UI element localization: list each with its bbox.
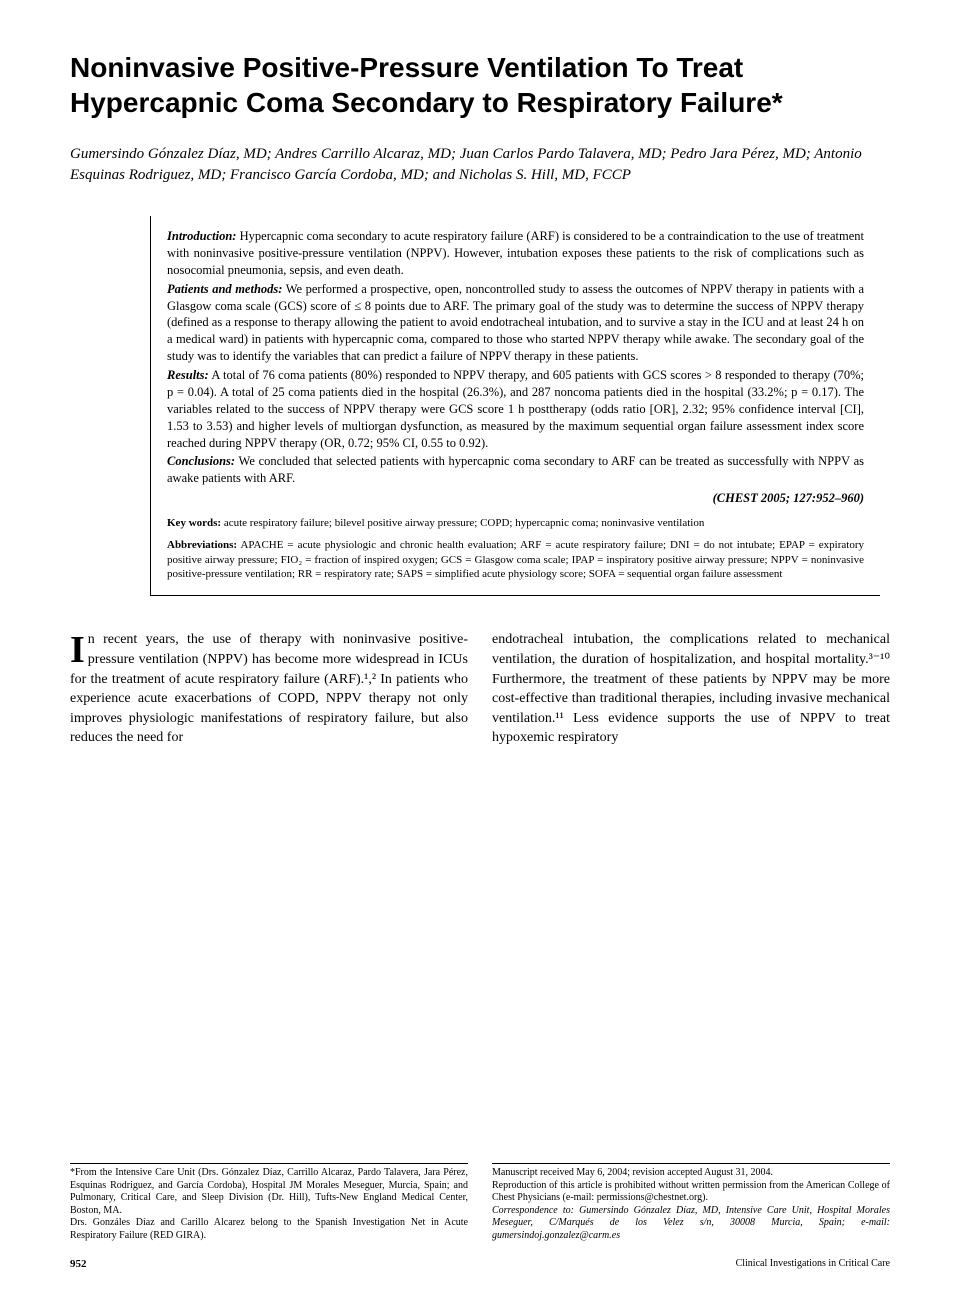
intro-label: Introduction: bbox=[167, 229, 236, 243]
footnote-manuscript: Manuscript received May 6, 2004; revisio… bbox=[492, 1167, 890, 1180]
body-column-right: endotracheal intubation, the complicatio… bbox=[492, 630, 890, 748]
page-footer: 952 Clinical Investigations in Critical … bbox=[70, 1258, 890, 1270]
results-text: A total of 76 coma patients (80%) respon… bbox=[167, 368, 864, 450]
body-col1-text: n recent years, the use of therapy with … bbox=[70, 632, 468, 745]
results-label: Results: bbox=[167, 368, 209, 382]
footnote-network: Drs. Gonzáles Díaz and Carillo Alcarez b… bbox=[70, 1217, 468, 1242]
keywords-text: acute respiratory failure; bilevel posit… bbox=[221, 517, 704, 529]
abbreviations-line: Abbreviations: APACHE = acute physiologi… bbox=[167, 538, 864, 581]
footnote-col-right: Manuscript received May 6, 2004; revisio… bbox=[492, 1163, 890, 1242]
keywords-line: Key words: acute respiratory failure; bi… bbox=[167, 516, 864, 530]
keywords-label: Key words: bbox=[167, 517, 221, 529]
author-list: Gumersindo Gónzalez Díaz, MD; Andres Car… bbox=[70, 144, 890, 186]
intro-text: Hypercapnic coma secondary to acute resp… bbox=[167, 229, 864, 277]
conclusions-text: We concluded that selected patients with… bbox=[167, 454, 864, 485]
abstract-box: Introduction: Hypercapnic coma secondary… bbox=[150, 216, 880, 596]
dropcap: I bbox=[70, 630, 88, 666]
body-col2-text: endotracheal intubation, the complicatio… bbox=[492, 632, 890, 745]
body-columns: In recent years, the use of therapy with… bbox=[70, 630, 890, 748]
abstract-methods: Patients and methods: We performed a pro… bbox=[167, 281, 864, 365]
abstract-conclusions: Conclusions: We concluded that selected … bbox=[167, 453, 864, 487]
abstract-results: Results: A total of 76 coma patients (80… bbox=[167, 367, 864, 451]
footnotes-row: *From the Intensive Care Unit (Drs. Gónz… bbox=[70, 1163, 890, 1242]
footer-section: Clinical Investigations in Critical Care bbox=[736, 1258, 890, 1270]
page-number: 952 bbox=[70, 1258, 87, 1270]
abstract-introduction: Introduction: Hypercapnic coma secondary… bbox=[167, 228, 864, 279]
footnote-col-left: *From the Intensive Care Unit (Drs. Gónz… bbox=[70, 1163, 468, 1242]
footnote-affiliation: *From the Intensive Care Unit (Drs. Gónz… bbox=[70, 1167, 468, 1217]
footnote-reproduction: Reproduction of this article is prohibit… bbox=[492, 1180, 890, 1205]
body-column-left: In recent years, the use of therapy with… bbox=[70, 630, 468, 748]
abbrev-label: Abbreviations: bbox=[167, 539, 237, 551]
conclusions-label: Conclusions: bbox=[167, 454, 235, 468]
journal-citation: (CHEST 2005; 127:952–960) bbox=[167, 491, 864, 506]
footnote-correspondence: Correspondence to: Gumersindo Gónzalez D… bbox=[492, 1205, 890, 1243]
article-title: Noninvasive Positive-Pressure Ventilatio… bbox=[70, 50, 890, 120]
abbrev-text: APACHE = acute physiologic and chronic h… bbox=[167, 539, 864, 580]
methods-label: Patients and methods: bbox=[167, 282, 282, 296]
